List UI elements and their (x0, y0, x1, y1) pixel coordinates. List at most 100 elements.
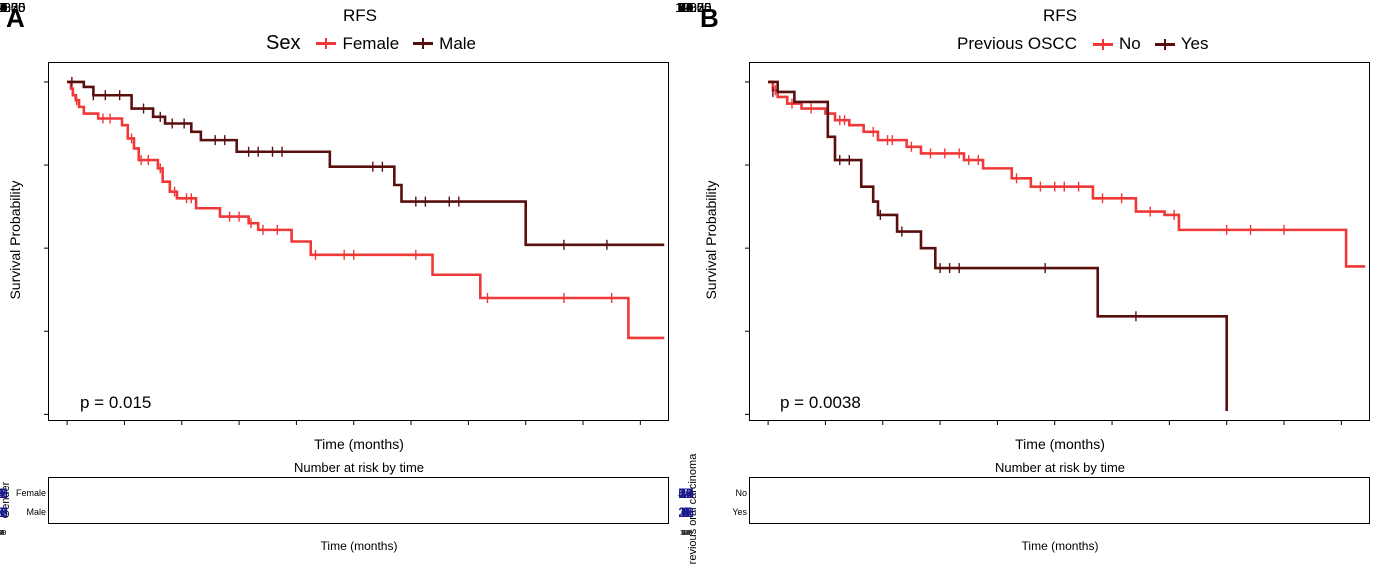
risk-value: 2 (0, 504, 4, 520)
legend: Sex Female Male (266, 32, 476, 55)
risk-value: 4 (682, 504, 690, 520)
x-axis-label: Time (months) (1015, 436, 1105, 452)
y-tick-label: 0.00 (0, 0, 26, 15)
risk-value: 21 (0, 485, 8, 501)
risk-x-tick-label: 108 (679, 528, 693, 537)
x-tick-label: 60 (0, 0, 8, 15)
km-plot (44, 76, 665, 425)
risk-value: 48 (678, 485, 694, 501)
risk-value: 16 (678, 504, 694, 520)
risk-x-tick-label: 24 (0, 528, 5, 537)
legend-label-male: Male (439, 33, 477, 53)
x-tick-label: 24 (0, 0, 8, 15)
risk-x-tick-label: 48 (681, 528, 691, 537)
risk-table-x-label: Time (months) (1021, 539, 1099, 553)
p-value: p = 0.015 (80, 393, 152, 412)
y-tick-label: 1.00 (0, 0, 26, 15)
risk-value: 5 (0, 485, 4, 501)
risk-value: 7 (0, 485, 4, 501)
x-tick-label: 0 (0, 0, 4, 15)
risk-x-tick-label: 36 (681, 528, 691, 537)
risk-value: 9 (0, 485, 4, 501)
panel-label: B (700, 3, 719, 33)
risk-value: 28 (678, 504, 694, 520)
y-axis-label: Survival Probability (703, 180, 719, 300)
risk-value: 75 (678, 485, 694, 501)
p-value: p = 0.0038 (780, 393, 861, 412)
km-curve-female (67, 80, 665, 340)
x-tick-label: 108 (675, 0, 697, 15)
risk-x-tick-label: 84 (681, 528, 691, 537)
plot-area (48, 62, 669, 421)
risk-value: 9 (682, 504, 690, 520)
km-curve-yes (768, 80, 1228, 412)
x-axis-label: Time (months) (314, 436, 404, 452)
x-tick-label: 48 (0, 0, 8, 15)
risk-value: 15 (0, 485, 8, 501)
legend-swatch-no (1092, 38, 1113, 50)
risk-value: 5 (682, 485, 690, 501)
x-tick-label: 36 (0, 0, 8, 15)
risk-value: 12 (0, 485, 8, 501)
risk-x-tick-label: 36 (0, 528, 5, 537)
risk-x-tick-label: 72 (0, 528, 5, 537)
risk-row-label-no: No (735, 488, 747, 498)
risk-value: 0 (682, 504, 690, 520)
x-tick-label: 0 (682, 0, 690, 15)
x-tick-label: 84 (0, 0, 8, 15)
risk-x-tick-label: 120 (679, 528, 693, 537)
risk-x-tick-label: 12 (0, 528, 5, 537)
risk-value: 13 (0, 504, 8, 520)
risk-x-tick-label: 96 (0, 528, 5, 537)
x-tick-label: 96 (678, 0, 694, 15)
risk-x-tick-label: 0 (683, 528, 689, 537)
risk-value: 24 (678, 485, 694, 501)
risk-x-tick-label: 60 (681, 528, 691, 537)
risk-value: 27 (0, 504, 8, 520)
risk-x-tick-label: 108 (0, 528, 7, 537)
plot-area (749, 62, 1370, 421)
risk-value: 3 (0, 504, 4, 520)
legend-swatch-yes (1154, 38, 1175, 50)
risk-value: 55 (0, 485, 8, 501)
legend-label-no: No (1118, 34, 1141, 53)
x-tick-label: 72 (0, 0, 8, 15)
risk-row-label-yes: Yes (732, 507, 747, 517)
risk-value: 51 (0, 504, 8, 520)
risk-value: 0 (682, 504, 690, 520)
panel-a: A RFS Sex Female Male Survival Probabili… (0, 0, 686, 556)
risk-value: 4 (0, 485, 4, 501)
legend-title: Previous OSCC (957, 34, 1077, 53)
km-curve-no (768, 80, 1366, 268)
x-tick-label: 72 (678, 0, 694, 15)
risk-value: 4 (682, 504, 690, 520)
x-tick-label: 120 (0, 0, 11, 15)
x-tick-label: 12 (0, 0, 8, 15)
risk-value: 12 (678, 485, 694, 501)
risk-table (749, 477, 1370, 524)
risk-x-tick-label: 24 (681, 528, 691, 537)
legend-title: Sex (266, 32, 301, 54)
km-plot (745, 80, 1366, 425)
x-tick-label: 24 (678, 0, 694, 15)
legend-label-yes: Yes (1180, 34, 1209, 53)
risk-value: 43 (0, 485, 8, 501)
risk-table (48, 477, 669, 524)
risk-x-tick-label: 120 (0, 528, 7, 537)
x-tick-label: 12 (678, 0, 694, 15)
risk-value: 6 (0, 504, 4, 520)
x-tick-label: 60 (678, 0, 694, 15)
y-tick-label: 1.00 (686, 0, 712, 15)
panel-label: A (6, 3, 25, 33)
risk-value: 1 (682, 504, 690, 520)
risk-x-tick-label: 72 (681, 528, 691, 537)
km-curve-male (67, 80, 665, 247)
x-tick-label: 48 (678, 0, 694, 15)
risk-value: 19 (678, 485, 694, 501)
risk-value: 39 (678, 485, 694, 501)
risk-x-tick-label: 84 (0, 528, 5, 537)
y-tick-label: 0.50 (0, 0, 26, 15)
chart-title: RFS (343, 6, 377, 25)
risk-value: 7 (682, 485, 690, 501)
risk-x-tick-label: 0 (0, 528, 2, 537)
